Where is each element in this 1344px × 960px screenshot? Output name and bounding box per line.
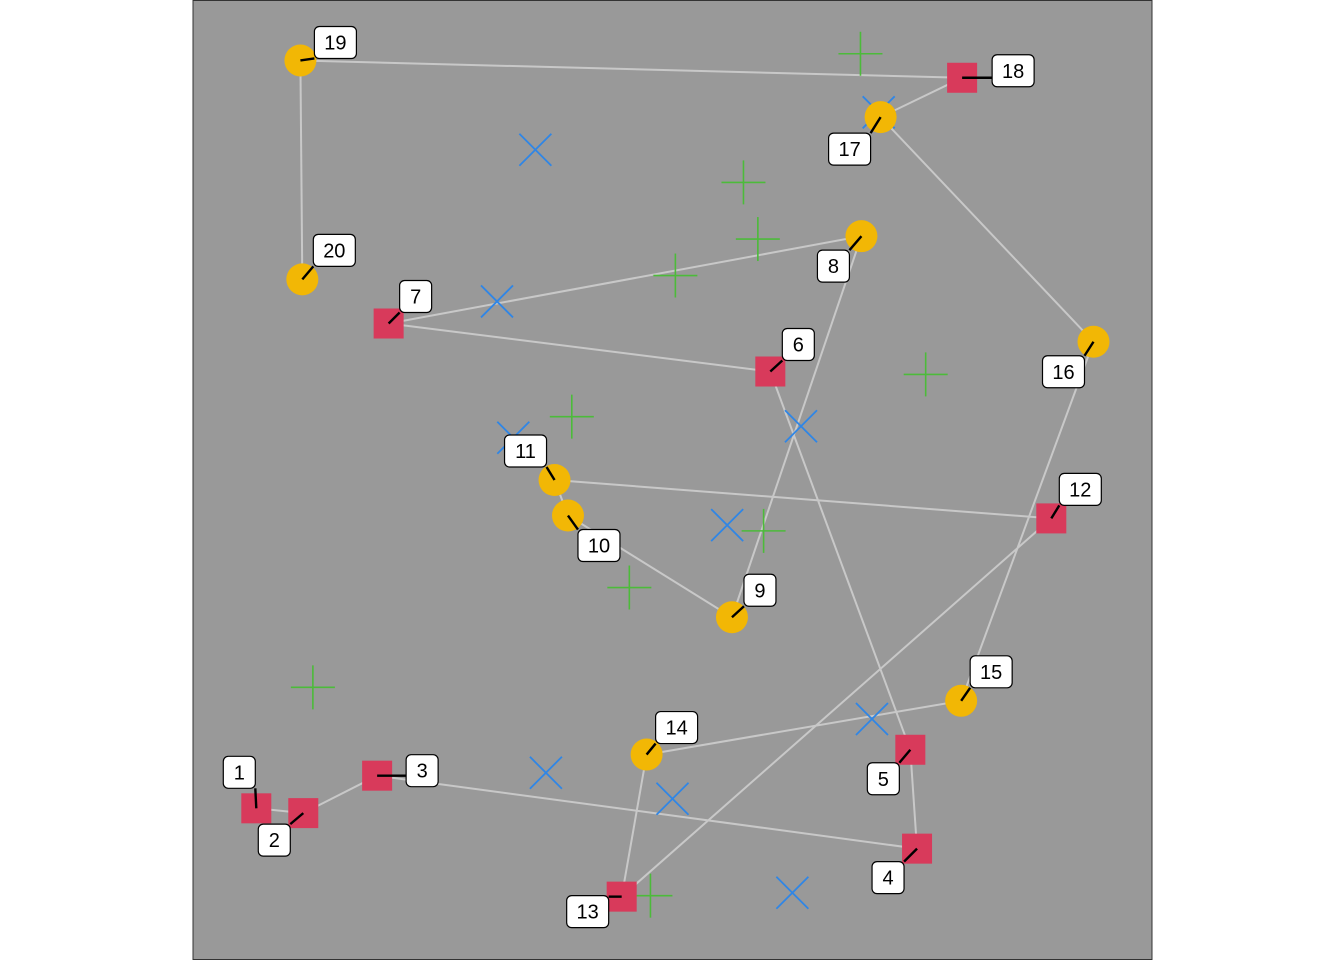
cross-marker-b (855, 702, 889, 736)
label-leader-14 (645, 742, 657, 756)
label-box-15 (969, 655, 1013, 689)
label-leader-5 (898, 748, 912, 764)
circle-point-17 (864, 101, 897, 134)
point-label-1: 1 (234, 762, 245, 784)
point-label-17: 17 (838, 139, 860, 161)
plus-marker-9 (290, 665, 335, 710)
plus-marker-1 (838, 31, 883, 76)
cross-marker-9 (655, 782, 690, 816)
cross-marker-b (518, 133, 552, 167)
label-box-3 (405, 754, 439, 788)
label-box-9 (743, 573, 777, 607)
label-box-19 (313, 25, 358, 60)
label-leader-6 (769, 359, 784, 373)
label-leader-9 (731, 605, 745, 619)
label-box-10 (577, 528, 621, 563)
label-leader-1 (254, 788, 258, 809)
label-box-11 (503, 434, 548, 468)
cross-marker-b (655, 782, 690, 816)
label-box-20 (312, 233, 356, 267)
point-label-20: 20 (323, 240, 345, 262)
label-leader-10 (566, 514, 579, 531)
label-box-8 (816, 249, 851, 283)
label-box-1 (222, 755, 256, 789)
plus-marker-4 (653, 253, 698, 298)
label-leader-8 (848, 235, 863, 251)
point-label-10: 10 (588, 536, 610, 558)
label-box-12 (1058, 472, 1102, 506)
label-box-5 (866, 762, 900, 796)
label-box-14 (655, 710, 699, 745)
cross-marker-10 (775, 876, 810, 910)
cross-marker-1 (518, 133, 552, 167)
cross-marker-3 (480, 284, 514, 319)
label-leader-12 (1050, 504, 1061, 520)
point-label-11: 11 (515, 441, 536, 463)
label-box-7 (399, 279, 433, 314)
label-box-18 (991, 54, 1035, 88)
point-label-12: 12 (1069, 479, 1091, 501)
cross-marker-b (710, 508, 744, 542)
path-line (256, 59, 1095, 900)
plus-marker-3 (735, 217, 780, 262)
label-box-2 (257, 823, 291, 857)
point-label-14: 14 (665, 718, 687, 740)
plus-marker-5 (903, 352, 948, 397)
plus-marker-6 (549, 394, 594, 439)
label-leader-19 (300, 57, 315, 62)
point-label-2: 2 (269, 830, 280, 852)
label-box-13 (566, 895, 610, 929)
cross-marker-b (784, 409, 818, 443)
cross-marker-7 (855, 702, 889, 736)
cross-marker-b (480, 284, 514, 319)
plus-marker-7 (741, 508, 786, 553)
cross-marker-b (775, 876, 810, 910)
cross-marker-b (529, 756, 563, 790)
label-leader-20 (301, 265, 315, 281)
label-leader-11 (545, 466, 556, 481)
label-box-4 (871, 861, 905, 895)
point-label-16: 16 (1052, 362, 1074, 384)
point-label-3: 3 (417, 761, 428, 783)
label-leader-2 (289, 812, 305, 826)
label-leader-15 (960, 687, 972, 702)
point-label-5: 5 (878, 769, 889, 791)
cross-marker-4 (784, 409, 818, 443)
point-label-13: 13 (577, 902, 599, 924)
point-label-7: 7 (410, 287, 421, 309)
connecting-path (256, 59, 1095, 900)
plus-marker-8 (607, 565, 652, 610)
label-leader-7 (387, 311, 401, 325)
label-box-16 (1041, 355, 1086, 389)
point-label-18: 18 (1002, 61, 1024, 83)
point-label-8: 8 (828, 256, 839, 278)
point-label-9: 9 (754, 580, 765, 602)
label-leader-17 (869, 116, 882, 134)
point-label-6: 6 (793, 335, 804, 357)
label-leader-16 (1083, 341, 1095, 357)
label-box-17 (828, 132, 872, 166)
point-label-15: 15 (980, 662, 1002, 684)
cross-marker-6 (710, 508, 744, 542)
label-box-6 (781, 327, 815, 362)
plus-marker-2 (721, 160, 766, 205)
cross-marker-8 (529, 756, 563, 790)
point-label-19: 19 (324, 32, 346, 54)
point-label-4: 4 (882, 868, 893, 890)
label-leader-4 (903, 847, 918, 863)
